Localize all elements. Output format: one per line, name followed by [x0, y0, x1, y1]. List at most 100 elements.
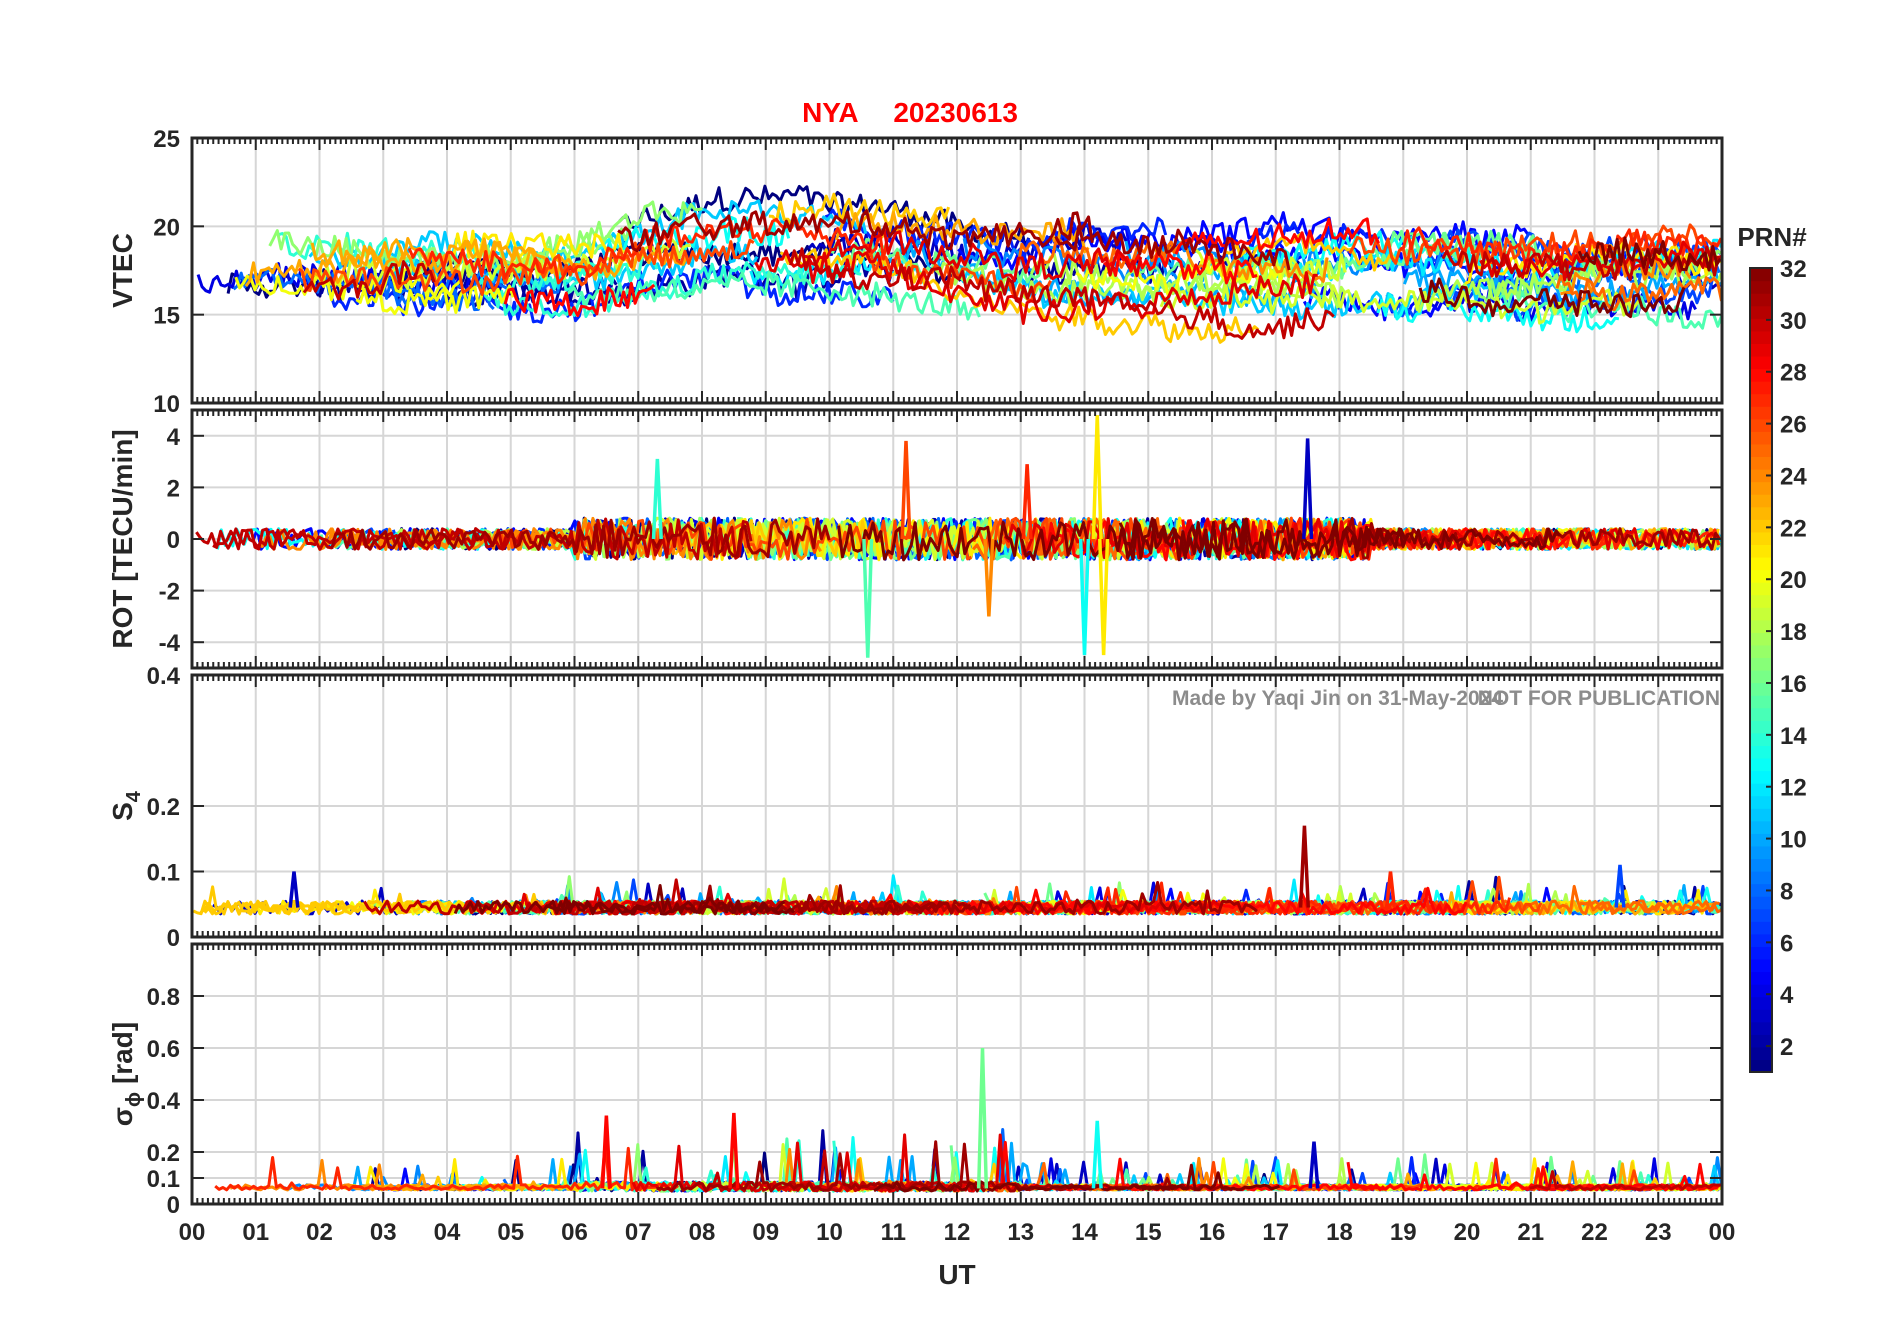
watermark-author: Made by Yaqi Jin on 31-May-2024 — [1172, 687, 1503, 710]
x-axis-label: UT — [938, 1259, 975, 1290]
x-tick-label: 16 — [1199, 1219, 1226, 1246]
watermark: Made by Yaqi Jin on 31-May-2024 NOT FOR … — [1172, 687, 1720, 710]
x-tick-label: 18 — [1326, 1219, 1353, 1246]
chart-title: NYA 20230613 — [802, 97, 1018, 128]
trace-prn-24 — [1560, 254, 1692, 296]
colorbar-tick-label: 24 — [1780, 463, 1807, 490]
colorbar-band — [1750, 984, 1772, 998]
x-tick-label: 05 — [497, 1219, 524, 1246]
colorbar-tick-label: 18 — [1780, 619, 1807, 646]
trace-prn-31 — [656, 1140, 971, 1193]
colorbar-band — [1750, 958, 1772, 973]
vtec-y-tick-label: 25 — [153, 126, 180, 153]
x-tick-label: 17 — [1262, 1219, 1289, 1246]
trace-prn-30 — [789, 247, 1335, 340]
s4-y-axis-label: S4 — [107, 790, 145, 821]
s4-ylabel-base: S — [107, 802, 138, 821]
trace-prn-32 — [1418, 277, 1686, 319]
sigphi-ylabel-suffix: [rad] — [107, 1022, 138, 1084]
panel-s4: 0 0.1 0.2 0.4 S4 — [107, 663, 1724, 952]
trace-prn-30 — [1529, 1170, 1721, 1192]
x-tick-label: 06 — [561, 1219, 588, 1246]
trace-prn-16 — [830, 237, 1051, 285]
colorbar-band — [1750, 946, 1772, 960]
rot-spike-0 — [900, 440, 912, 540]
rot-spike-3 — [862, 538, 874, 658]
x-axis-tick-labels: 00 01 02 03 04 05 06 07 08 09 10 11 12 13 14 15 16 17 18 19… — [179, 1219, 1736, 1246]
colorbar-band — [1750, 381, 1772, 395]
colorbar-band — [1750, 833, 1772, 847]
colorbar-band — [1750, 682, 1772, 696]
colorbar-band — [1750, 1059, 1772, 1073]
sigphi-y-tick-label: 0 — [167, 1192, 180, 1219]
colorbar-band — [1750, 921, 1772, 935]
trace-prn-32 — [1577, 236, 1722, 272]
colorbar-band — [1750, 431, 1772, 445]
colorbar-band — [1750, 896, 1772, 910]
x-tick-label: 09 — [752, 1219, 779, 1246]
x-tick-label: 15 — [1135, 1219, 1162, 1246]
colorbar-band — [1750, 368, 1772, 382]
colorbar-band — [1750, 883, 1772, 897]
colorbar-tick-label: 14 — [1780, 723, 1807, 750]
colorbar-tick-label: 26 — [1780, 412, 1807, 439]
watermark-notice: NOT FOR PUBLICATION — [1478, 687, 1720, 710]
x-tick-label: 22 — [1581, 1219, 1608, 1246]
colorbar-band — [1750, 594, 1772, 608]
panel-rot: -4 -2 0 2 4 ROT [TECU/min] — [107, 408, 1724, 670]
x-tick-label: 08 — [689, 1219, 716, 1246]
vtec-y-tick-label: 10 — [153, 391, 180, 418]
colorbar-band — [1750, 657, 1772, 671]
title-station: NYA — [802, 97, 858, 128]
colorbar-band — [1750, 670, 1772, 684]
colorbar-band — [1750, 355, 1772, 370]
trace-prn-22 — [1224, 231, 1399, 272]
trace-prn-23 — [244, 238, 561, 288]
colorbar-tick-label: 4 — [1780, 982, 1794, 1009]
colorbar-band — [1750, 280, 1772, 294]
rot-spike-2 — [1098, 538, 1110, 656]
colorbar-band — [1750, 582, 1772, 596]
s4-spike-0 — [1298, 825, 1311, 908]
colorbar-frame — [1749, 267, 1773, 1073]
x-tick-label: 04 — [434, 1219, 461, 1246]
trace-prn-31 — [330, 516, 831, 559]
rot-y-tick-label: 2 — [167, 475, 180, 502]
colorbar-band — [1750, 556, 1772, 571]
colorbar-band — [1750, 506, 1772, 520]
sigphi-y-tick-label: 0.4 — [147, 1088, 181, 1115]
colorbar-band — [1750, 757, 1772, 772]
trace-prn-17 — [268, 227, 631, 277]
s4-y-tick-label: 0.4 — [147, 663, 181, 690]
colorbar-tick-label: 10 — [1780, 827, 1807, 854]
colorbar-tick-label: 12 — [1780, 775, 1807, 802]
colorbar-band — [1750, 908, 1772, 922]
trace-prn-28 — [503, 281, 656, 318]
colorbar-band — [1750, 871, 1772, 885]
colorbar-band — [1750, 544, 1772, 558]
rot-y-tick-label: -2 — [159, 579, 180, 606]
x-tick-label: 07 — [625, 1219, 652, 1246]
colorbar-band — [1750, 820, 1772, 834]
trace-prn-30 — [302, 260, 436, 301]
colorbar-tick-label: 32 — [1780, 256, 1807, 283]
s4-spike-3 — [1614, 864, 1626, 908]
trace-prn-32 — [1118, 517, 1562, 561]
sigphi-spike-3 — [1091, 1120, 1103, 1189]
colorbar-band — [1750, 1021, 1772, 1035]
trace-prn-32 — [453, 896, 786, 916]
colorbar-band — [1750, 531, 1772, 545]
rot-spike-1 — [1091, 415, 1103, 540]
panel-sigphi: 00.10.2 0.4 0.6 0.8 σϕ [rad] — [107, 942, 1724, 1219]
sigphi-y-tick-label: 0.1 — [147, 1166, 180, 1193]
colorbar-band — [1750, 569, 1772, 583]
s4-y-tick-label: 0.1 — [147, 860, 180, 887]
colorbar-band — [1750, 619, 1772, 633]
colorbar-band — [1750, 418, 1772, 432]
colorbar-band — [1750, 732, 1772, 746]
trace-prn-29 — [803, 228, 1143, 283]
vtec-y-tick-label: 15 — [153, 303, 180, 330]
colorbar-band — [1750, 469, 1772, 483]
colorbar-band — [1750, 845, 1772, 860]
s4-traces — [192, 825, 1723, 916]
